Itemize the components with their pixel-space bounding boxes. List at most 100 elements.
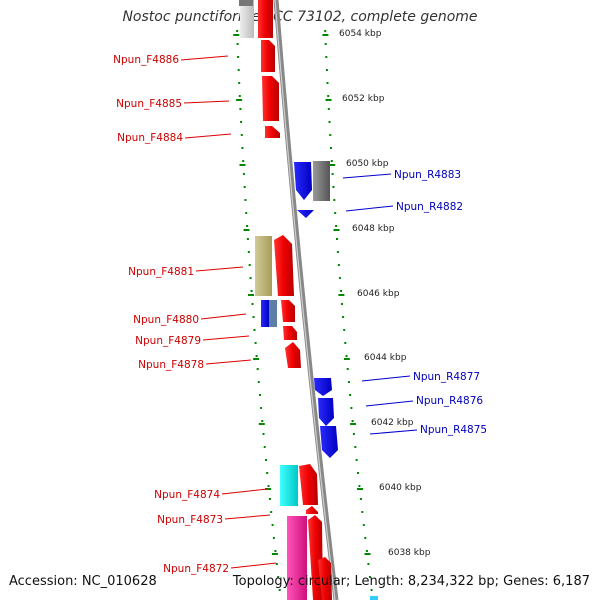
reverse-leader-lines: [342, 173, 418, 435]
gene-arrow-small[interactable]: [306, 506, 318, 514]
gene-label-forward[interactable]: Npun_F4873: [157, 514, 223, 526]
tick-dot: [237, 56, 240, 58]
tick-dot: [250, 290, 253, 292]
tick-dot: [277, 576, 280, 578]
gene-feature-red[interactable]: [258, 0, 273, 38]
tick-dot: [268, 498, 271, 500]
gene-feature-pink[interactable]: [287, 516, 307, 600]
gene-label-forward[interactable]: Npun_F4884: [117, 132, 183, 144]
tick-dot: [329, 134, 332, 136]
genome-backbone-highlight: [274, 0, 336, 600]
tick-dot: [330, 160, 333, 162]
gene-arrow-npun-f4878[interactable]: [285, 342, 301, 368]
tick-dot: [241, 147, 244, 149]
gene-arrow-npun-f4872[interactable]: [318, 557, 332, 600]
gene-arrow-npun-r4883[interactable]: [294, 162, 312, 200]
gene-feature-gray[interactable]: [239, 0, 253, 6]
gene-arrow-npun-r4882[interactable]: [297, 210, 314, 218]
tick-dot: [251, 303, 254, 305]
tick-dot: [252, 316, 255, 318]
major-tick: [239, 164, 246, 166]
map-title: Nostoc punctiforme PCC 73102, complete g…: [122, 9, 478, 25]
tick-dot: [254, 342, 257, 344]
tick-dot: [327, 108, 330, 110]
tick-dot: [274, 550, 277, 552]
gene-label-forward[interactable]: Npun_F4874: [154, 489, 220, 501]
major-tick: [248, 294, 254, 296]
tick-dot: [332, 186, 335, 188]
gene-arrow-npun-f4879[interactable]: [283, 326, 297, 340]
gene-arrow-npun-f4886[interactable]: [261, 40, 275, 72]
tick-dot: [358, 485, 361, 487]
forward-leader-lines: [180, 55, 277, 569]
tick-dot: [261, 420, 264, 422]
gene-label-reverse[interactable]: Npun_R4876: [416, 395, 483, 407]
gene-arrow-npun-f4885[interactable]: [262, 76, 279, 121]
major-tick: [271, 553, 278, 555]
gene-label-forward[interactable]: Npun_F4885: [116, 98, 182, 110]
gene-arrow-npun-r4877[interactable]: [314, 378, 332, 396]
tick-dot: [259, 394, 261, 396]
tick-dot: [245, 212, 248, 214]
tick-dot: [341, 303, 343, 305]
tick-dot: [267, 485, 270, 487]
major-tick: [325, 99, 332, 101]
major-tick: [265, 488, 271, 490]
tick-dot: [354, 446, 357, 448]
gene-label-forward[interactable]: Npun_F4881: [128, 266, 194, 278]
tick-dot: [335, 225, 338, 227]
tick-dot: [246, 238, 249, 240]
gene-label-reverse[interactable]: Npun_R4877: [413, 371, 480, 383]
gene-arrow-npun-f4874[interactable]: [299, 464, 318, 505]
tick-dot: [240, 134, 243, 136]
tick-dot: [369, 576, 371, 578]
major-tick: [329, 164, 336, 166]
gene-label-reverse[interactable]: Npun_R4875: [420, 424, 487, 436]
tick-dot: [331, 173, 334, 175]
tick-dot: [327, 95, 330, 97]
ruler-label: 6046 kbp: [357, 289, 400, 299]
tick-dot: [239, 108, 242, 110]
tick-dot: [357, 472, 359, 474]
major-tick: [364, 553, 371, 555]
tick-dot: [265, 459, 267, 461]
gene-label-forward[interactable]: Npun_F4886: [113, 54, 179, 66]
major-tick: [357, 488, 363, 490]
tick-dot: [240, 121, 243, 123]
gene-arrow-npun-f4881[interactable]: [274, 235, 294, 296]
gene-feature-olive[interactable]: [255, 236, 272, 296]
tick-dot: [343, 329, 346, 331]
tick-dot: [361, 511, 364, 513]
tick-dot: [324, 30, 327, 32]
gene-feature-light[interactable]: [240, 0, 254, 38]
ruler-label: 6048 kbp: [352, 224, 395, 234]
tick-dot: [362, 524, 365, 526]
right-tick-ring: [324, 30, 373, 591]
gene-feature-cyan[interactable]: [280, 465, 298, 506]
gene-label-reverse[interactable]: Npun_R4883: [394, 169, 461, 181]
forward-features: [239, 0, 332, 600]
gene-arrow-npun-f4880[interactable]: [281, 300, 295, 322]
gene-arrow-npun-r4876[interactable]: [318, 398, 334, 426]
tick-dot: [328, 121, 331, 123]
gene-label-reverse[interactable]: Npun_R4882: [396, 201, 463, 213]
gene-label-forward[interactable]: Npun_F4872: [163, 563, 229, 575]
tick-dot: [346, 368, 349, 370]
tick-dot: [253, 329, 256, 331]
gene-arrow-npun-r4875[interactable]: [320, 426, 338, 458]
gene-arrow-npun-f4873[interactable]: [308, 515, 323, 600]
ruler-label: 6044 kbp: [364, 353, 407, 363]
gene-feature-steel[interactable]: [269, 300, 277, 327]
gene-arrow-npun-f4884[interactable]: [265, 126, 280, 138]
topology-text: Topology: circular; Length: 8,234,322 bp…: [232, 574, 590, 589]
gene-label-forward[interactable]: Npun_F4878: [138, 359, 204, 371]
gene-feature-cyan-r[interactable]: [370, 596, 378, 600]
gene-label-forward[interactable]: Npun_F4879: [135, 335, 201, 347]
gene-label-forward[interactable]: Npun_F4880: [133, 314, 199, 326]
gene-feature-blue[interactable]: [261, 300, 269, 327]
gene-feature-gray-r[interactable]: [313, 161, 330, 201]
tick-dot: [243, 186, 246, 188]
tick-dot: [248, 264, 251, 266]
tick-dot: [364, 537, 367, 539]
